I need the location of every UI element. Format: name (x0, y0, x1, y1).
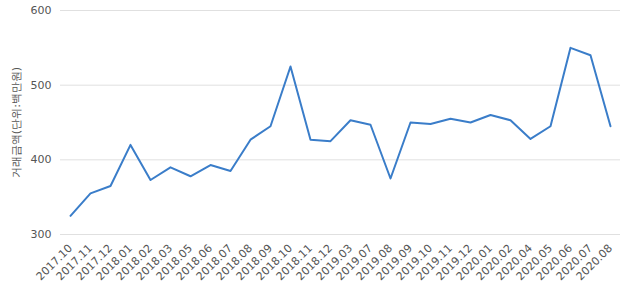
svg-text:2020.08: 2020.08 (574, 242, 615, 283)
svg-text:2019.07: 2019.07 (333, 241, 376, 284)
svg-text:2018.09: 2018.09 (233, 241, 276, 284)
svg-text:2017.10: 2017.10 (33, 241, 76, 284)
svg-text:2018.01: 2018.01 (93, 241, 136, 284)
svg-text:2017.11: 2017.11 (53, 241, 96, 284)
svg-text:2018.07: 2018.07 (193, 241, 236, 284)
svg-text:2019.03: 2019.03 (313, 241, 356, 284)
svg-text:2019.10: 2019.10 (393, 241, 436, 284)
svg-text:2018.05: 2018.05 (153, 241, 196, 284)
svg-text:2020.01: 2020.01 (453, 241, 496, 284)
svg-text:2020.07: 2020.07 (553, 241, 596, 284)
svg-text:600: 600 (31, 4, 52, 17)
svg-text:거래금액(단위:백만원): 거래금액(단위:백만원) (10, 67, 23, 178)
svg-text:2018.06: 2018.06 (173, 241, 216, 284)
svg-text:2018.08: 2018.08 (213, 241, 256, 284)
svg-text:400: 400 (31, 153, 52, 166)
svg-text:2018.11: 2018.11 (273, 241, 316, 284)
svg-text:2018.12: 2018.12 (293, 241, 336, 284)
svg-text:2019.12: 2019.12 (433, 241, 476, 284)
svg-text:2019.11: 2019.11 (413, 241, 456, 284)
svg-text:2020.04: 2020.04 (493, 241, 536, 284)
svg-text:300: 300 (31, 228, 52, 241)
svg-text:2020.05: 2020.05 (513, 241, 556, 284)
svg-text:2018.02: 2018.02 (113, 241, 156, 284)
svg-text:2017.12: 2017.12 (73, 241, 116, 284)
svg-text:2019.09: 2019.09 (373, 241, 416, 284)
svg-text:2018.10: 2018.10 (253, 241, 296, 284)
svg-text:2018.03: 2018.03 (133, 241, 176, 284)
svg-text:2020.06: 2020.06 (533, 241, 576, 284)
svg-text:500: 500 (31, 79, 52, 92)
svg-text:2019.08: 2019.08 (353, 241, 396, 284)
svg-text:2020.02: 2020.02 (473, 241, 516, 284)
